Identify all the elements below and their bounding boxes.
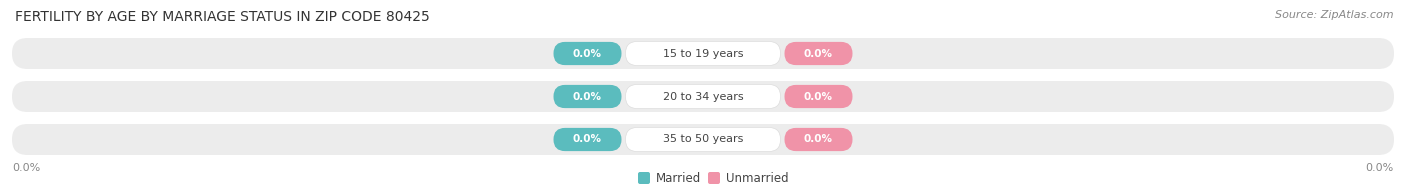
Text: 0.0%: 0.0% (1365, 163, 1393, 173)
FancyBboxPatch shape (554, 42, 621, 65)
Text: 0.0%: 0.0% (804, 134, 832, 144)
FancyBboxPatch shape (13, 38, 1393, 69)
FancyBboxPatch shape (554, 85, 621, 108)
Text: 15 to 19 years: 15 to 19 years (662, 48, 744, 58)
FancyBboxPatch shape (626, 127, 780, 152)
Text: 0.0%: 0.0% (13, 163, 41, 173)
Text: 0.0%: 0.0% (574, 134, 602, 144)
Text: FERTILITY BY AGE BY MARRIAGE STATUS IN ZIP CODE 80425: FERTILITY BY AGE BY MARRIAGE STATUS IN Z… (15, 10, 430, 24)
Text: 0.0%: 0.0% (574, 48, 602, 58)
FancyBboxPatch shape (554, 128, 621, 151)
Text: 0.0%: 0.0% (804, 92, 832, 102)
FancyBboxPatch shape (638, 172, 650, 184)
Text: Unmarried: Unmarried (725, 172, 789, 184)
Text: Source: ZipAtlas.com: Source: ZipAtlas.com (1275, 10, 1393, 20)
FancyBboxPatch shape (13, 124, 1393, 155)
FancyBboxPatch shape (626, 41, 780, 66)
Text: 0.0%: 0.0% (574, 92, 602, 102)
FancyBboxPatch shape (626, 84, 780, 109)
Text: Married: Married (657, 172, 702, 184)
Text: 35 to 50 years: 35 to 50 years (662, 134, 744, 144)
FancyBboxPatch shape (13, 81, 1393, 112)
Text: 20 to 34 years: 20 to 34 years (662, 92, 744, 102)
Text: 0.0%: 0.0% (804, 48, 832, 58)
FancyBboxPatch shape (785, 42, 852, 65)
FancyBboxPatch shape (709, 172, 720, 184)
FancyBboxPatch shape (785, 85, 852, 108)
FancyBboxPatch shape (785, 128, 852, 151)
